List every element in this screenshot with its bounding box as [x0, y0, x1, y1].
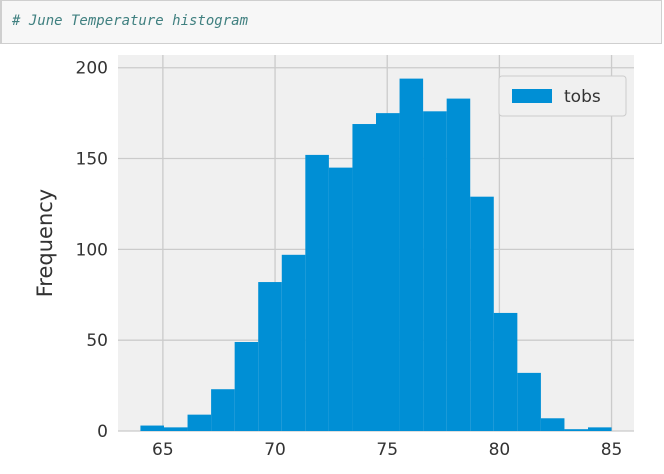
histogram-bar: [493, 312, 518, 431]
y-tick-label: 200: [76, 59, 108, 79]
histogram-bar: [352, 124, 376, 431]
histogram-bar: [305, 154, 329, 431]
histogram-chart: 0 50 100 150 200 65 70 75 80 85 Frequency tobs: [33, 55, 634, 460]
histogram-bar: [399, 78, 424, 431]
y-tick-label: 50: [86, 331, 108, 351]
histogram-bars: [140, 78, 612, 432]
x-tick-label: 80: [489, 440, 511, 460]
legend-swatch: [512, 89, 552, 103]
code-comment: # June Temperature histogram: [12, 13, 249, 29]
histogram-bar: [211, 389, 235, 431]
histogram-bar: [588, 427, 612, 431]
histogram-bar: [234, 341, 259, 431]
x-tick-label: 70: [264, 440, 286, 460]
x-tick-label: 65: [152, 440, 174, 460]
histogram-bar: [470, 196, 494, 431]
legend: tobs: [498, 75, 627, 117]
histogram-bar: [446, 98, 471, 431]
x-tick-labels: 65 70 75 80 85: [152, 440, 622, 460]
histogram-bar: [517, 372, 541, 431]
y-tick-label: 0: [97, 422, 108, 442]
histogram-bar: [328, 167, 353, 431]
histogram-bar: [564, 429, 589, 431]
y-tick-label: 150: [76, 150, 108, 170]
y-tick-label: 100: [76, 240, 108, 260]
histogram-bar: [187, 414, 212, 431]
histogram-bar: [140, 425, 164, 431]
histogram-bar: [423, 111, 447, 432]
y-tick-labels: 0 50 100 150 200: [76, 59, 108, 442]
output-area: 0 50 100 150 200 65 70 75 80 85 Frequency tobs: [0, 44, 664, 474]
histogram-bar: [281, 254, 306, 431]
histogram-bar: [163, 427, 188, 431]
y-axis-label: Frequency: [33, 189, 57, 298]
legend-label: tobs: [564, 87, 601, 107]
histogram-bar: [540, 418, 565, 431]
legend-box: [498, 75, 627, 117]
histogram-bar: [376, 113, 400, 431]
histogram-bar: [258, 282, 282, 431]
x-tick-label: 85: [601, 440, 623, 460]
code-cell[interactable]: # June Temperature histogram: [0, 0, 662, 44]
x-tick-label: 75: [376, 440, 398, 460]
